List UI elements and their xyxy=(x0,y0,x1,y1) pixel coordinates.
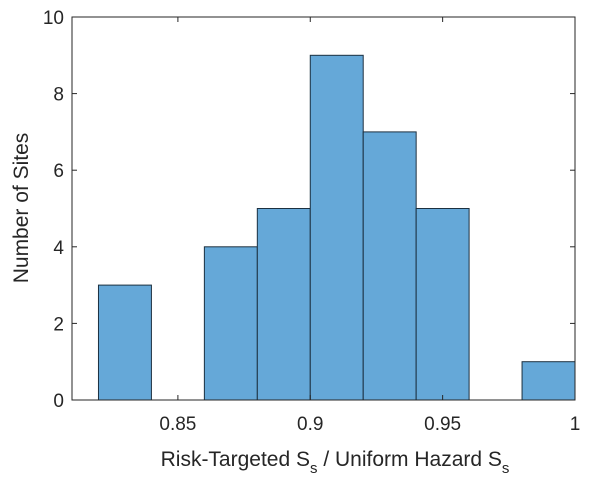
y-axis-label: Number of Sites xyxy=(10,133,33,284)
x-axis-label: Risk-Targeted Ss / Uniform Hazard Ss xyxy=(161,448,510,477)
x-tick-label: 0.85 xyxy=(159,414,196,435)
axes-box xyxy=(71,16,576,401)
y-tick-label: 4 xyxy=(53,238,64,259)
x-label-subscript: s xyxy=(502,460,510,477)
bar xyxy=(97,284,152,401)
x-label-subscript: s xyxy=(310,460,318,477)
y-tick-label: 2 xyxy=(53,314,64,335)
bar xyxy=(521,361,576,401)
bar xyxy=(415,208,470,401)
x-tick-label: 1 xyxy=(570,414,581,435)
y-tick-label: 10 xyxy=(43,8,64,29)
y-tick-label: 0 xyxy=(53,391,64,412)
bar xyxy=(309,54,364,401)
bar xyxy=(203,246,258,401)
x-label-part: / Uniform Hazard S xyxy=(318,448,502,471)
y-tick-label: 6 xyxy=(53,161,64,182)
bar xyxy=(256,208,311,401)
x-label-part: Risk-Targeted S xyxy=(161,448,310,471)
bar xyxy=(362,131,417,401)
x-tick-label: 0.9 xyxy=(297,414,323,435)
x-tick-label: 0.95 xyxy=(424,414,461,435)
y-tick-label: 8 xyxy=(53,85,64,106)
